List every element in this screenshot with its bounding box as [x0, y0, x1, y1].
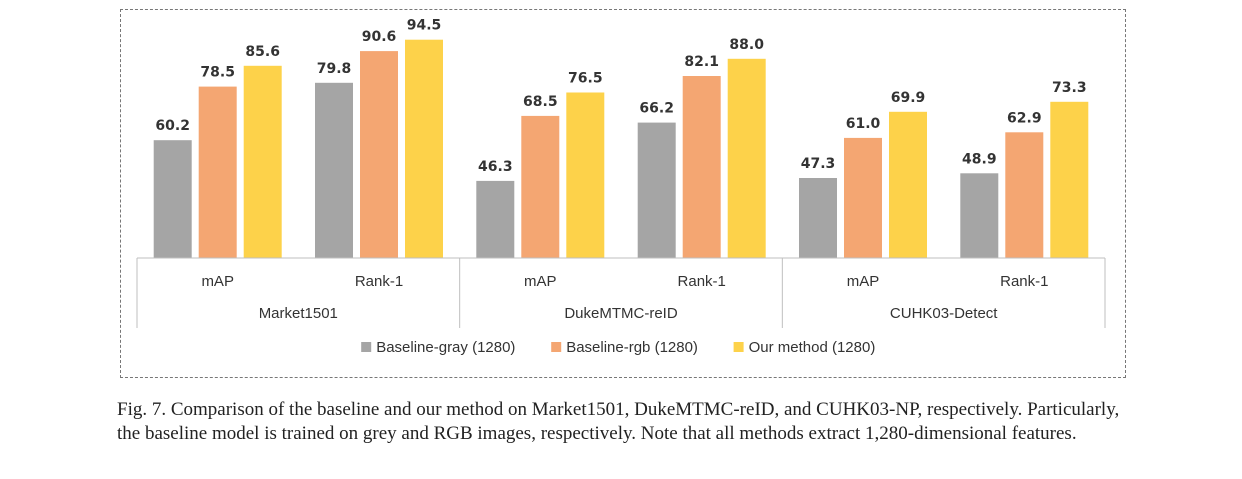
- bar: [243, 65, 282, 258]
- legend-swatch: [733, 342, 744, 352]
- data-label: 73.3: [1052, 80, 1087, 96]
- data-label: 76.5: [568, 71, 603, 87]
- data-label: 66.2: [639, 101, 674, 117]
- bar: [476, 180, 515, 258]
- x-tick-label: Rank-1: [355, 273, 403, 290]
- data-label: 78.5: [200, 65, 235, 81]
- figure-caption: Fig. 7. Comparison of the baseline and o…: [117, 399, 1120, 444]
- bar: [889, 111, 927, 258]
- bar: [566, 92, 605, 258]
- bar: [360, 51, 398, 258]
- x-tick-label: mAP: [524, 273, 557, 290]
- x-tick-label: mAP: [847, 273, 880, 290]
- bar: [521, 115, 560, 259]
- bar: [198, 86, 237, 258]
- legend-label: Our method (1280): [749, 339, 876, 356]
- bar-chart: 60.2 78.5 85.6 mAP 79.8 90.6 94.5 Rank-1 46.3 68.…: [136, 18, 1106, 356]
- bar: [727, 58, 766, 258]
- group-label: CUHK03-Detect: [890, 305, 998, 322]
- x-tick-label: Rank-1: [678, 273, 726, 290]
- data-label: 46.3: [478, 159, 513, 175]
- data-label: 85.6: [245, 44, 280, 60]
- data-label: 69.9: [891, 90, 926, 106]
- legend-swatch: [361, 342, 372, 352]
- legend-label: Baseline-gray (1280): [376, 339, 515, 356]
- legend-label: Baseline-rgb (1280): [566, 339, 698, 356]
- bar: [405, 39, 443, 259]
- data-label: 60.2: [155, 118, 190, 134]
- data-label: 90.6: [362, 29, 397, 45]
- data-label: 82.1: [684, 54, 719, 70]
- legend-swatch: [551, 342, 562, 352]
- bar: [315, 82, 353, 258]
- data-label: 62.9: [1007, 110, 1042, 126]
- data-label: 48.9: [962, 151, 997, 167]
- data-label: 61.0: [846, 116, 881, 132]
- group-label: DukeMTMC-reID: [564, 305, 678, 322]
- data-label: 94.5: [407, 18, 442, 34]
- group-label: Market1501: [259, 305, 338, 322]
- data-label: 47.3: [801, 156, 836, 172]
- x-tick-label: mAP: [201, 273, 234, 290]
- bar: [844, 137, 882, 258]
- data-label: 68.5: [523, 94, 558, 110]
- x-tick-label: Rank-1: [1000, 273, 1048, 290]
- bar: [682, 76, 721, 258]
- data-label: 79.8: [317, 61, 352, 77]
- data-label: 88.0: [729, 37, 764, 53]
- figure-frame: [120, 9, 1126, 378]
- bar: [153, 140, 192, 258]
- bar: [799, 178, 837, 258]
- bar: [1005, 132, 1044, 258]
- bar: [960, 173, 999, 258]
- bar: [1050, 101, 1089, 258]
- bar: [637, 122, 676, 258]
